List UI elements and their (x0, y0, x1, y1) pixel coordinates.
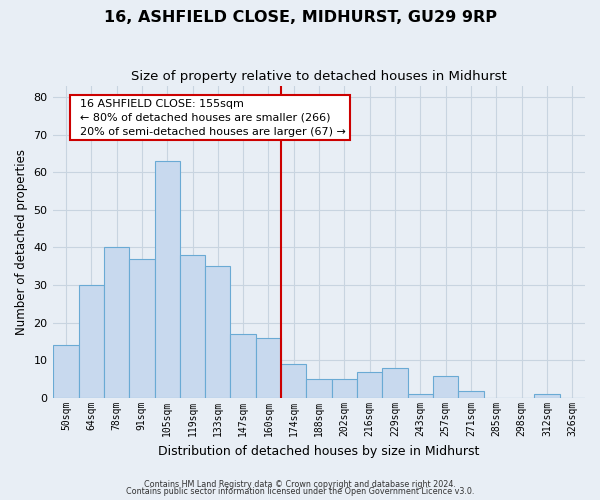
Bar (230, 334, 256, 398)
Bar (205, 266, 230, 398)
Bar (281, 364, 307, 398)
Bar (357, 372, 382, 398)
Text: Contains public sector information licensed under the Open Government Licence v3: Contains public sector information licen… (126, 487, 474, 496)
Bar (433, 376, 458, 398)
Bar (79, 285, 104, 398)
Y-axis label: Number of detached properties: Number of detached properties (15, 149, 28, 335)
Bar (307, 380, 332, 398)
Bar (408, 394, 433, 398)
Bar (256, 338, 281, 398)
Bar (332, 380, 357, 398)
Bar (53, 346, 79, 398)
Title: Size of property relative to detached houses in Midhurst: Size of property relative to detached ho… (131, 70, 507, 83)
Bar (129, 259, 155, 398)
Bar (180, 255, 205, 398)
Text: 16 ASHFIELD CLOSE: 155sqm
  ← 80% of detached houses are smaller (266)
  20% of : 16 ASHFIELD CLOSE: 155sqm ← 80% of detac… (73, 98, 346, 136)
X-axis label: Distribution of detached houses by size in Midhurst: Distribution of detached houses by size … (158, 444, 480, 458)
Bar (104, 248, 129, 398)
Text: Contains HM Land Registry data © Crown copyright and database right 2024.: Contains HM Land Registry data © Crown c… (144, 480, 456, 489)
Bar (382, 368, 408, 398)
Bar (155, 161, 180, 398)
Bar (535, 394, 560, 398)
Bar (458, 390, 484, 398)
Text: 16, ASHFIELD CLOSE, MIDHURST, GU29 9RP: 16, ASHFIELD CLOSE, MIDHURST, GU29 9RP (104, 10, 497, 25)
